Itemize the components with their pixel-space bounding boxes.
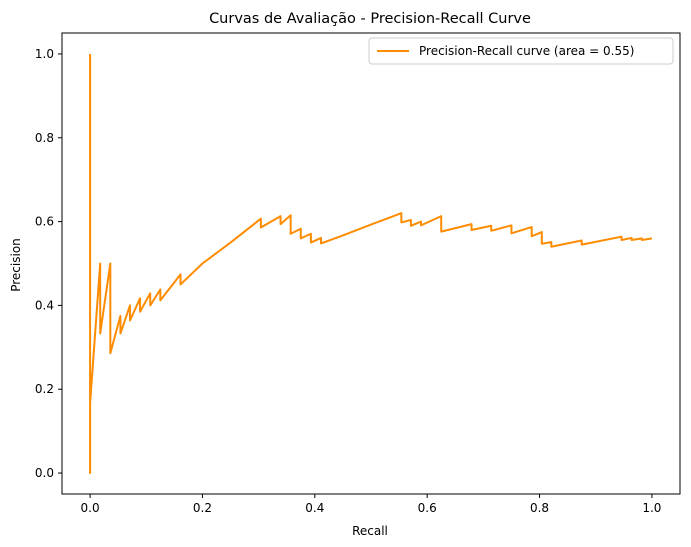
legend: Precision-Recall curve (area = 0.55) — [368, 37, 674, 65]
y-tick-label: 0.2 — [35, 382, 54, 396]
legend-box — [368, 37, 674, 65]
y-tick-label: 0.6 — [35, 215, 54, 229]
x-tick-label: 0.4 — [305, 501, 324, 515]
axis-ticks: 0.0 0.2 0.4 0.6 0.8 1.0 0.0 0.2 0.4 0.6 0.8 1.0 — [35, 47, 662, 515]
plot-area — [61, 32, 681, 495]
y-tick-label: 1.0 — [35, 47, 54, 61]
series-line-0 — [89, 53, 653, 475]
y-tick-label: 0.4 — [35, 298, 54, 312]
y-axis-label: Precision — [9, 238, 23, 292]
legend-label: Precision-Recall curve (area = 0.55) — [419, 44, 634, 58]
x-tick-label: 0.6 — [418, 501, 437, 515]
axes-frame — [61, 32, 681, 495]
x-tick-label: 0.8 — [530, 501, 549, 515]
chart-title: Curvas de Avaliação - Precision-Recall C… — [209, 11, 531, 27]
x-tick-label: 1.0 — [642, 501, 661, 515]
y-tick-label: 0.0 — [35, 466, 54, 480]
y-tick-label: 0.8 — [35, 131, 54, 145]
x-axis-label: Recall — [352, 524, 388, 538]
x-tick-label: 0.0 — [81, 501, 100, 515]
x-tick-label: 0.2 — [193, 501, 212, 515]
